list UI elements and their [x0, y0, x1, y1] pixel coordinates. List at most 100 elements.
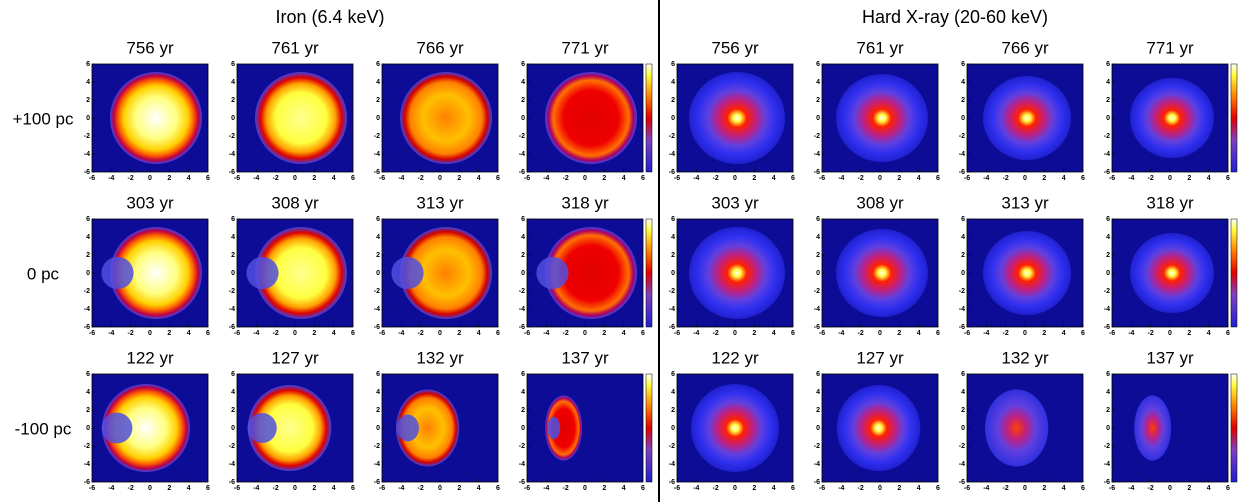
- x-tick-label: -2: [1003, 175, 1009, 182]
- y-tick-label: -4: [814, 461, 820, 468]
- colorbar: [1230, 218, 1238, 328]
- y-tick-label: 4: [521, 79, 525, 86]
- panel-title: 771 yr: [561, 38, 609, 57]
- x-tick-label: -6: [674, 485, 680, 492]
- y-tick-label: -4: [519, 461, 525, 468]
- x-tick-label: -2: [273, 175, 279, 182]
- x-tick-label: 2: [312, 485, 316, 492]
- y-tick-label: -2: [959, 133, 965, 140]
- y-tick-label: -6: [84, 169, 90, 176]
- y-tick-label: -6: [374, 324, 380, 331]
- x-tick-label: 4: [772, 485, 776, 492]
- y-tick-label: -2: [519, 133, 525, 140]
- y-tick-label: 4: [671, 234, 675, 241]
- iron-emission: [102, 384, 190, 472]
- x-tick-label: -2: [858, 485, 864, 492]
- x-tick-label: 0: [438, 485, 442, 492]
- x-tick-label: 0: [1168, 175, 1172, 182]
- x-tick-label: -4: [693, 485, 699, 492]
- x-tick-label: 0: [733, 330, 737, 337]
- iron-emission: [110, 227, 202, 319]
- panel-title: 122 yr: [711, 348, 759, 367]
- x-tick-label: 6: [936, 330, 940, 337]
- y-tick-label: 4: [231, 234, 235, 241]
- y-tick-label: 2: [961, 97, 965, 104]
- xray-emission: [983, 76, 1071, 160]
- y-tick-label: 2: [376, 252, 380, 259]
- xray-emission: [1134, 395, 1172, 461]
- x-tick-label: 0: [583, 175, 587, 182]
- iron-emission: [255, 72, 347, 164]
- y-tick-label: -6: [669, 324, 675, 331]
- xray-emission: [1130, 233, 1214, 313]
- y-tick-label: 0: [961, 115, 965, 122]
- x-tick-label: 6: [641, 485, 645, 492]
- y-tick-label: -6: [669, 479, 675, 486]
- y-tick-label: 4: [231, 389, 235, 396]
- y-tick-label: 6: [961, 61, 965, 68]
- y-tick-label: 0: [521, 115, 525, 122]
- x-tick-label: -2: [713, 485, 719, 492]
- y-tick-label: 4: [1106, 389, 1110, 396]
- y-tick-label: 4: [521, 234, 525, 241]
- x-tick-label: 2: [1042, 330, 1046, 337]
- panel-title: 308 yr: [271, 193, 319, 212]
- x-tick-label: -2: [1003, 485, 1009, 492]
- panel-title: 132 yr: [416, 348, 464, 367]
- y-tick-label: 0: [961, 270, 965, 277]
- y-tick-label: 6: [1106, 371, 1110, 378]
- x-tick-label: 0: [1023, 485, 1027, 492]
- x-tick-label: 2: [752, 330, 756, 337]
- x-tick-label: -4: [398, 485, 404, 492]
- x-tick-label: 2: [1042, 485, 1046, 492]
- x-tick-label: 2: [752, 175, 756, 182]
- x-tick-label: 4: [1207, 330, 1211, 337]
- x-tick-label: 4: [917, 175, 921, 182]
- y-tick-label: -6: [814, 324, 820, 331]
- x-tick-label: 2: [167, 175, 171, 182]
- x-tick-label: 6: [496, 330, 500, 337]
- row-label: +100 pc: [13, 109, 74, 128]
- panel-title: 756 yr: [711, 38, 759, 57]
- x-tick-label: 0: [1168, 330, 1172, 337]
- x-tick-label: 4: [332, 485, 336, 492]
- x-tick-label: 6: [1081, 330, 1085, 337]
- xray-emission: [983, 231, 1071, 315]
- iron-emission: [255, 227, 347, 319]
- y-tick-label: -4: [669, 306, 675, 313]
- x-tick-label: 6: [641, 330, 645, 337]
- row-label: 0 pc: [27, 264, 60, 283]
- x-tick-label: -6: [674, 330, 680, 337]
- x-tick-label: 0: [148, 175, 152, 182]
- y-tick-label: 0: [521, 425, 525, 432]
- y-tick-label: -4: [814, 306, 820, 313]
- y-tick-label: -2: [229, 288, 235, 295]
- y-tick-label: 6: [231, 371, 235, 378]
- y-tick-label: -4: [84, 306, 90, 313]
- iron-notch: [536, 256, 569, 290]
- x-tick-label: 0: [1023, 175, 1027, 182]
- x-tick-label: -6: [819, 330, 825, 337]
- y-tick-label: 0: [376, 270, 380, 277]
- x-tick-label: 0: [293, 175, 297, 182]
- xray-emission: [984, 389, 1049, 467]
- y-tick-label: -6: [959, 169, 965, 176]
- x-tick-label: 4: [477, 330, 481, 337]
- xray-emission: [689, 72, 785, 164]
- x-tick-label: -6: [674, 175, 680, 182]
- y-tick-label: 6: [671, 371, 675, 378]
- panel-title: 132 yr: [1001, 348, 1049, 367]
- y-tick-label: -6: [519, 169, 525, 176]
- x-tick-label: -6: [379, 485, 385, 492]
- x-tick-label: 6: [936, 485, 940, 492]
- xray-emission: [836, 384, 921, 472]
- iron-notch: [101, 412, 133, 444]
- y-tick-label: -2: [814, 443, 820, 450]
- panel-title: 308 yr: [856, 193, 904, 212]
- y-tick-label: -4: [229, 306, 235, 313]
- y-tick-label: 2: [1106, 407, 1110, 414]
- panel-title: 756 yr: [126, 38, 174, 57]
- x-tick-label: -2: [713, 175, 719, 182]
- x-tick-label: 4: [772, 330, 776, 337]
- x-tick-label: 2: [167, 330, 171, 337]
